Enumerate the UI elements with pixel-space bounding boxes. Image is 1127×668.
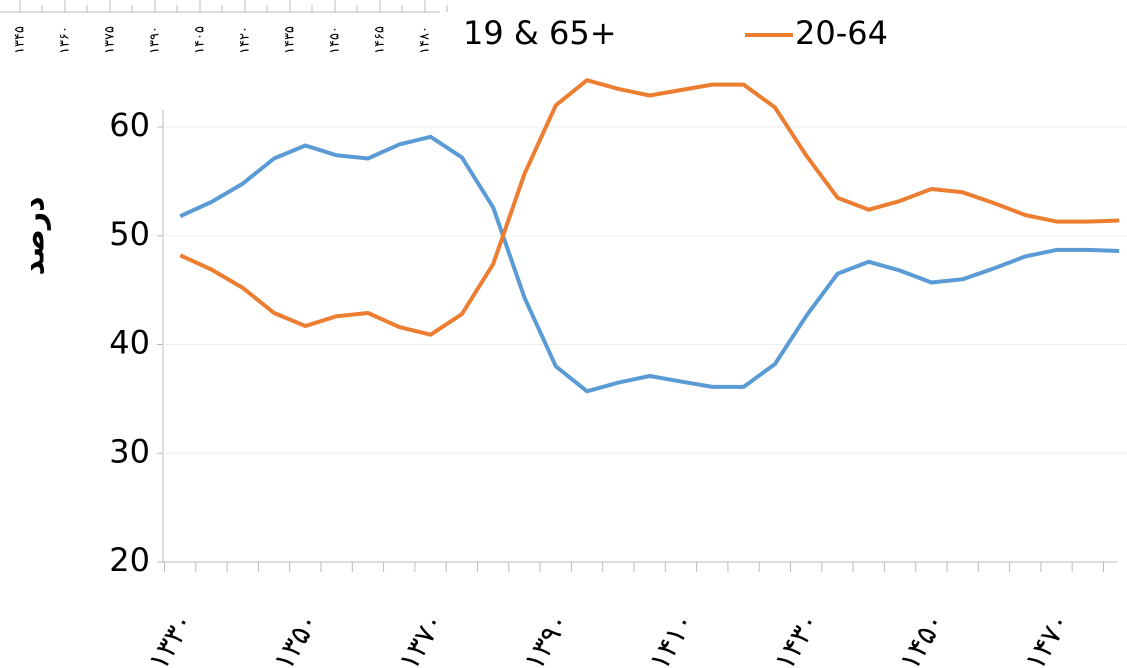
legend-label: 20-64: [795, 14, 888, 52]
overlay-tick-label: ۱۳۹۰: [148, 26, 163, 54]
overlay-tick-label: ۱۴۶۵: [373, 26, 388, 54]
overlay-tick-label: ۱۴۳۵: [283, 26, 298, 54]
overlay-tick-label: ۱۳۷۵: [103, 26, 118, 54]
overlay-tick-label: ۱۴۸۰: [418, 26, 433, 54]
x-tick-label: ۱۳۳۰: [142, 607, 201, 668]
series-line: [179, 78, 1120, 337]
x-tick-label: ۱۴۷۰: [1018, 607, 1077, 668]
y-tick-label: 30: [109, 432, 150, 470]
legend-label: 19 & 65+: [463, 14, 617, 52]
y-tick-label: 50: [109, 215, 150, 253]
x-tick-label: ۱۳۵۰: [267, 607, 326, 668]
y-tick-label: 40: [109, 324, 150, 362]
overlay-tick-label: ۱۴۰۵: [193, 26, 208, 54]
overlay-tick-label: ۱۳۴۵: [13, 26, 28, 54]
overlay-tick-label: ۱۳۶۰: [58, 26, 73, 54]
y-axis-label: درصد: [17, 197, 52, 276]
series-line: [179, 134, 1120, 394]
y-tick-label: 60: [109, 106, 150, 144]
x-tick-label: ۱۳۷۰: [392, 607, 451, 668]
x-tick-label: ۱۳۹۰: [517, 607, 576, 668]
x-tick-label: ۱۴۳۰: [768, 607, 827, 668]
x-tick-label: ۱۴۱۰: [642, 607, 701, 668]
overlay-tick-label: ۱۴۲۰: [238, 26, 253, 54]
overlay-tick-label: ۱۴۵۰: [328, 26, 343, 54]
y-tick-label: 20: [109, 541, 150, 579]
x-tick-label: ۱۴۵۰: [893, 607, 952, 668]
